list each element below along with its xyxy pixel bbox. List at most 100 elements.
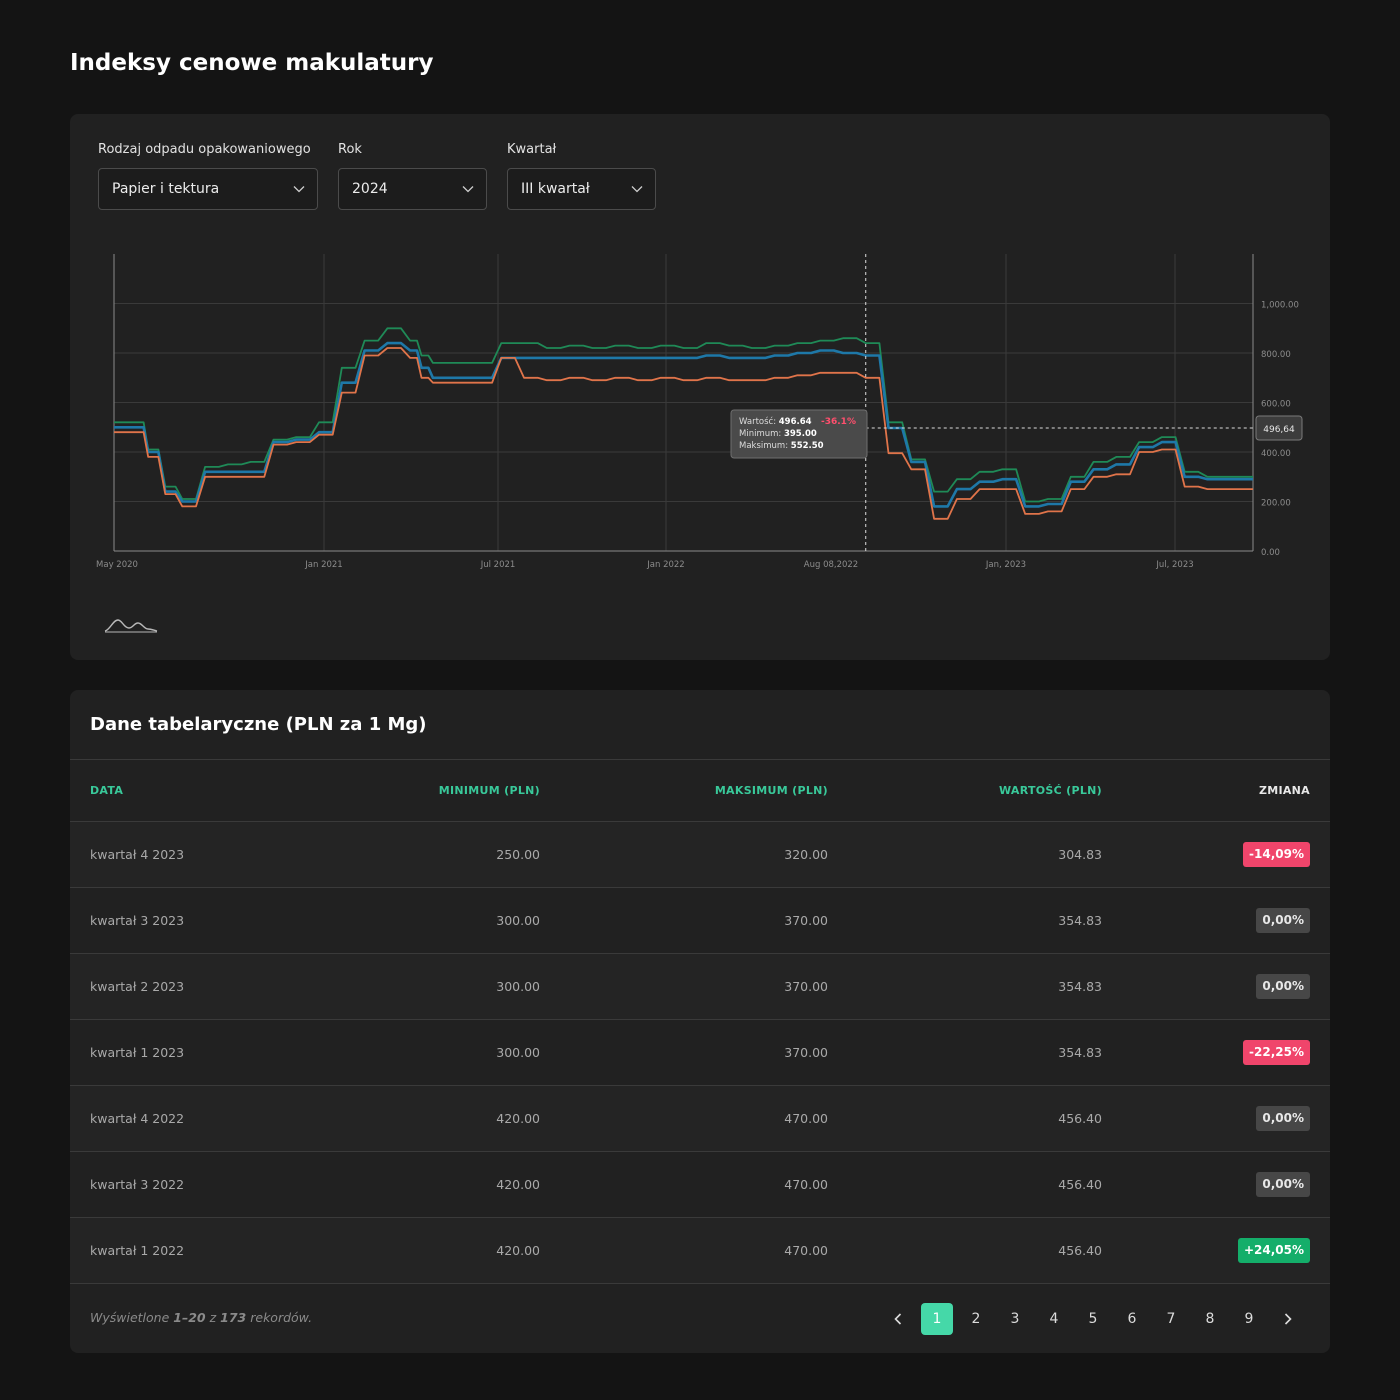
y-tick-label: 600.00	[1261, 400, 1291, 410]
records-prefix: Wyświetlone	[90, 1310, 170, 1325]
header-wartosc[interactable]: WARTOŚĆ (PLN)	[998, 784, 1102, 797]
change-badge: +24,05%	[1237, 1238, 1310, 1263]
page-button-4[interactable]: 4	[1049, 1311, 1059, 1327]
cell-data: kwartał 3 2023	[90, 913, 185, 928]
x-tick-label: Jan, 2023	[985, 560, 1026, 570]
page-button-6[interactable]: 6	[1127, 1311, 1137, 1327]
x-tick-label: Jul, 2023	[1155, 560, 1193, 570]
table-title: Dane tabelaryczne (PLN za 1 Mg)	[90, 714, 427, 735]
series-minimum-line	[114, 347, 1253, 520]
tooltip-box	[730, 409, 868, 459]
y-tick-label: 200.00	[1261, 499, 1291, 509]
prev-page-button[interactable]	[882, 1303, 914, 1335]
records-total: 173	[220, 1310, 247, 1325]
tooltip-change: -36.1%	[821, 417, 856, 427]
tooltip-wartosc: Wartość: 496.64	[739, 416, 812, 427]
quarter-select[interactable]: III kwartał	[507, 168, 656, 210]
page-button-8[interactable]: 8	[1205, 1311, 1215, 1327]
records-range: 1–20	[173, 1310, 206, 1325]
cell-data: kwartał 4 2022	[90, 1111, 185, 1126]
year-value: 2024	[352, 181, 388, 197]
cell-minimum: 420.00	[496, 1111, 540, 1126]
cell-data: kwartał 2 2023	[90, 979, 185, 994]
chevron-right-icon	[1284, 1313, 1292, 1325]
records-info: Wyświetlone 1–20 z 173 rekordów.	[90, 1310, 312, 1325]
chevron-down-icon	[293, 186, 305, 193]
cell-maksimum: 470.00	[784, 1243, 828, 1258]
cell-wartosc: 456.40	[1058, 1177, 1102, 1192]
cell-maksimum: 370.00	[784, 979, 828, 994]
table-header: DATA MINIMUM (PLN) MAKSIMUM (PLN) WARTOŚ…	[70, 759, 1330, 822]
cell-minimum: 420.00	[496, 1243, 540, 1258]
series-maksimum-line	[114, 327, 1253, 503]
cell-wartosc: 354.83	[1058, 1045, 1102, 1060]
page-button-7[interactable]: 7	[1166, 1311, 1176, 1327]
table-row: kwartał 2 2023 300.00 370.00 354.83 0,00%	[70, 954, 1330, 1020]
y-tick-label: 800.00	[1261, 350, 1291, 360]
cell-data: kwartał 1 2023	[90, 1045, 185, 1060]
header-maksimum[interactable]: MAKSIMUM (PLN)	[714, 784, 828, 797]
quarter-value: III kwartał	[521, 181, 590, 197]
change-badge: 0,00%	[1256, 908, 1310, 933]
year-select[interactable]: 2024	[338, 168, 487, 210]
filter-quarter: Kwartał III kwartał	[507, 142, 656, 210]
cell-maksimum: 370.00	[784, 913, 828, 928]
cell-minimum: 420.00	[496, 1177, 540, 1192]
page-button-5[interactable]: 5	[1088, 1311, 1098, 1327]
chevron-down-icon	[462, 186, 474, 193]
chart-card: Rodzaj odpadu opakowaniowego Papier i te…	[70, 114, 1330, 660]
cell-wartosc: 354.83	[1058, 913, 1102, 928]
header-minimum[interactable]: MINIMUM (PLN)	[438, 784, 540, 797]
filter-year-label: Rok	[338, 142, 362, 157]
y-value-label: 496,64	[1263, 425, 1295, 435]
x-tick-label: Jan 2021	[304, 560, 342, 570]
filter-waste-type: Rodzaj odpadu opakowaniowego Papier i te…	[98, 142, 318, 210]
cell-minimum: 300.00	[496, 913, 540, 928]
tooltip-maksimum: Maksimum: 552.50	[739, 441, 824, 451]
y-tick-label: 1,000.00	[1261, 301, 1299, 311]
x-tick-label: May 2020	[96, 560, 138, 570]
cell-maksimum: 470.00	[784, 1111, 828, 1126]
cell-maksimum: 370.00	[784, 1045, 828, 1060]
change-badge: 0,00%	[1256, 974, 1310, 999]
page-button-3[interactable]: 3	[1010, 1311, 1020, 1327]
change-badge: 0,00%	[1256, 1106, 1310, 1131]
filter-year: Rok 2024	[338, 142, 487, 210]
header-data[interactable]: DATA	[90, 784, 124, 797]
page-button-2[interactable]: 2	[971, 1311, 981, 1327]
cell-wartosc: 354.83	[1058, 979, 1102, 994]
header-zmiana[interactable]: ZMIANA	[1258, 784, 1310, 797]
x-tick-label: Aug 08,2022	[804, 560, 858, 570]
waste-type-select[interactable]: Papier i tektura	[98, 168, 318, 210]
filter-waste-type-label: Rodzaj odpadu opakowaniowego	[98, 142, 311, 157]
y-value-box	[1255, 415, 1303, 441]
x-tick-label: Jul 2021	[480, 560, 516, 570]
mountain-logo-icon	[104, 619, 158, 633]
cell-minimum: 300.00	[496, 1045, 540, 1060]
cell-data: kwartał 4 2023	[90, 847, 185, 862]
y-tick-label: 400.00	[1261, 449, 1291, 459]
page-button-1[interactable]: 1	[921, 1303, 953, 1335]
table-row: kwartał 4 2022 420.00 470.00 456.40 0,00%	[70, 1086, 1330, 1152]
records-mid: z	[209, 1310, 217, 1325]
cell-wartosc: 456.40	[1058, 1243, 1102, 1258]
chevron-down-icon	[631, 186, 643, 193]
x-tick-label: Jan 2022	[646, 560, 684, 570]
change-badge: -14,09%	[1243, 842, 1310, 867]
change-badge: -22,25%	[1243, 1040, 1310, 1065]
cell-maksimum: 320.00	[784, 847, 828, 862]
page-title: Indeksy cenowe makulatury	[70, 50, 434, 76]
table-row: kwartał 3 2022 420.00 470.00 456.40 0,00%	[70, 1152, 1330, 1218]
y-tick-label: 0.00	[1261, 548, 1280, 558]
cell-minimum: 300.00	[496, 979, 540, 994]
page-button-9[interactable]: 9	[1244, 1311, 1254, 1327]
table-row: kwartał 1 2022 420.00 470.00 456.40 +24,05%	[70, 1218, 1330, 1284]
cell-data: kwartał 1 2022	[90, 1243, 185, 1258]
table-card: Dane tabelaryczne (PLN za 1 Mg) DATA MIN…	[70, 690, 1330, 1353]
table-row: kwartał 1 2023 300.00 370.00 354.83 -22,25%	[70, 1020, 1330, 1086]
cell-wartosc: 304.83	[1058, 847, 1102, 862]
series-wartosc-line	[114, 341, 1253, 508]
waste-type-value: Papier i tektura	[112, 181, 220, 197]
next-page-button[interactable]	[1272, 1303, 1304, 1335]
chevron-left-icon	[894, 1313, 902, 1325]
